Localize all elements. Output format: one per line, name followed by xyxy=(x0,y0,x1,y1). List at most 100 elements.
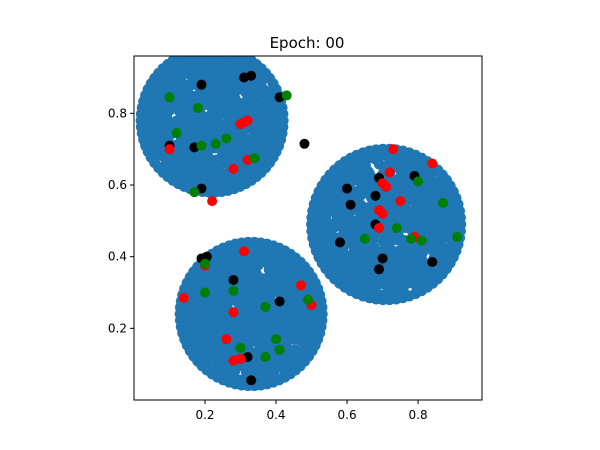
blue-point xyxy=(395,164,407,176)
blue-point xyxy=(264,122,276,134)
y-tick-label: 0.8 xyxy=(108,106,127,120)
blue-point xyxy=(236,284,248,296)
blue-point xyxy=(176,69,188,81)
blue-point xyxy=(176,85,188,97)
blue-point xyxy=(423,222,435,234)
blue-point xyxy=(149,96,161,108)
blue-point xyxy=(247,258,259,270)
black-point xyxy=(377,253,388,264)
green-point xyxy=(437,197,448,208)
blue-point xyxy=(228,109,240,121)
blue-point xyxy=(196,94,208,106)
blue-point xyxy=(385,248,397,260)
blue-point xyxy=(261,311,273,323)
blue-point xyxy=(254,126,266,138)
green-point xyxy=(171,128,182,139)
y-axis: 0.2 0.4 0.6 0.8 xyxy=(108,106,134,335)
cluster-3 xyxy=(174,236,328,392)
blue-point xyxy=(397,235,409,247)
blue-point xyxy=(316,210,328,222)
blue-point xyxy=(205,115,217,127)
blue-point xyxy=(361,253,373,265)
cluster-2 xyxy=(306,143,467,306)
green-point xyxy=(452,231,463,242)
blue-point xyxy=(203,82,215,94)
blue-point xyxy=(405,191,417,203)
green-point xyxy=(260,352,271,362)
blue-point xyxy=(235,146,247,158)
blue-point xyxy=(207,56,219,64)
blue-point xyxy=(257,136,269,148)
green-point xyxy=(249,153,260,164)
blue-point xyxy=(186,125,198,137)
blue-point xyxy=(244,293,256,305)
blue-point xyxy=(226,56,230,57)
green-point xyxy=(271,334,282,345)
blue-point xyxy=(384,154,396,166)
black-point xyxy=(427,257,438,268)
blue-point xyxy=(270,284,282,296)
blue-point xyxy=(229,95,241,107)
black-point xyxy=(246,375,257,386)
blue-point xyxy=(208,56,215,57)
blue-point xyxy=(420,266,432,278)
green-point xyxy=(260,301,271,312)
red-point xyxy=(235,353,246,364)
plot-frame xyxy=(133,55,483,401)
red-point xyxy=(374,223,385,233)
highlighted-points xyxy=(164,70,463,386)
blue-point xyxy=(202,330,214,342)
blue-point xyxy=(234,56,246,61)
blue-point xyxy=(236,275,248,287)
blue-point xyxy=(350,217,362,229)
green-point xyxy=(189,187,200,198)
black-point xyxy=(334,237,345,248)
chart-title: Epoch: 00 xyxy=(270,34,345,52)
blue-point xyxy=(203,43,214,54)
green-point xyxy=(200,287,211,298)
blue-point xyxy=(316,314,328,326)
blue-point xyxy=(271,313,283,325)
blue-point xyxy=(218,66,230,78)
cluster-1 xyxy=(135,43,289,198)
blue-point xyxy=(410,207,422,219)
blue-point xyxy=(216,102,228,114)
blue-point xyxy=(210,172,222,184)
green-point xyxy=(235,343,246,354)
blue-point xyxy=(177,142,189,154)
blue-point xyxy=(343,237,355,249)
green-point xyxy=(391,223,402,233)
green-point xyxy=(274,344,285,355)
y-tick-label: 0.6 xyxy=(108,178,127,192)
black-point xyxy=(274,296,285,307)
blue-point xyxy=(208,125,220,137)
blue-point xyxy=(277,121,289,133)
y-tick-label: 0.2 xyxy=(108,321,127,335)
green-point xyxy=(164,92,175,103)
blue-point xyxy=(163,104,175,116)
blue-point xyxy=(181,102,193,114)
blue-point xyxy=(436,218,448,230)
red-point xyxy=(381,181,392,192)
blue-point xyxy=(281,320,293,332)
blue-point xyxy=(188,111,200,123)
blue-point xyxy=(245,141,257,153)
red-point xyxy=(377,208,388,219)
blue-point xyxy=(356,269,368,281)
blue-point-cloud xyxy=(135,43,467,392)
green-point xyxy=(221,133,232,144)
blue-point xyxy=(283,349,295,361)
red-point xyxy=(164,144,175,155)
black-point xyxy=(370,190,381,201)
blue-point xyxy=(265,266,277,278)
black-point xyxy=(196,79,207,90)
green-point xyxy=(281,90,292,101)
blue-point xyxy=(419,169,431,181)
blue-point xyxy=(216,56,228,66)
blue-point xyxy=(247,83,259,95)
blue-point xyxy=(376,275,388,287)
blue-point xyxy=(203,157,215,169)
red-point xyxy=(207,196,218,207)
blue-point xyxy=(428,203,440,215)
blue-point xyxy=(193,332,205,344)
